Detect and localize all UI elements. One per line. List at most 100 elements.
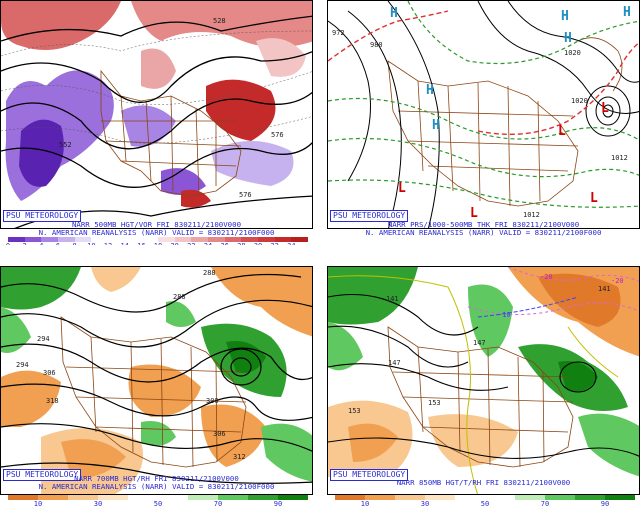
isobar-label: 972 xyxy=(332,29,345,37)
colorbar-tick-label: 12 xyxy=(104,242,112,245)
colorbar-swatch xyxy=(68,495,98,500)
colorbar-swatch xyxy=(248,495,278,500)
high-pressure-marker: H xyxy=(561,9,569,24)
colorbar-swatch xyxy=(158,495,188,500)
colorbar-tick-label: 2 xyxy=(23,242,27,245)
contour-label: 288 xyxy=(173,293,186,301)
contour-label: 294 xyxy=(37,335,50,343)
contour-label: 306 xyxy=(213,430,226,438)
contour-label: 318 xyxy=(46,397,59,405)
colorbar-swatch xyxy=(291,237,309,242)
contour-label: 576 xyxy=(271,131,284,139)
low-pressure-marker: L xyxy=(558,124,566,139)
colorbar-tick-label: 30 xyxy=(420,500,430,508)
psu-badge: PSU METEOROLOGY xyxy=(330,210,409,222)
colorbar-swatch xyxy=(38,495,68,500)
high-pressure-marker: H xyxy=(623,5,631,20)
contour-label: 528 xyxy=(213,17,226,25)
colorbar-tick-label: 20 xyxy=(170,242,178,245)
colorbar-tick-label: 8 xyxy=(73,242,77,245)
colorbar-tick-label: 14 xyxy=(120,242,128,245)
low-pressure-marker: L xyxy=(601,101,609,116)
map-pressure-thickness: 972 980 1020 1020 1012 1012 H H H H H H … xyxy=(327,0,640,229)
high-pressure-marker: H xyxy=(390,6,398,21)
contour-label: 552 xyxy=(59,141,72,149)
temperature-label: -20 xyxy=(611,277,624,285)
colorbar-swatch xyxy=(218,495,248,500)
panel-title: NARR 500MB HGT/VOR FRI 830211/2100V000 xyxy=(71,220,242,229)
colorbar-swatch xyxy=(41,237,59,242)
contour-label: 147 xyxy=(473,339,486,347)
colorbar-tick-label: 18 xyxy=(154,242,162,245)
colorbar-tick-label: 90 xyxy=(273,500,283,508)
colorbar-swatch xyxy=(278,495,308,500)
isobar-label: 1020 xyxy=(564,49,581,57)
colorbar-swatch xyxy=(108,237,125,242)
colorbar-swatch xyxy=(258,237,275,242)
colorbar-tick-label: 16 xyxy=(137,242,145,245)
colorbar-tick-label: 4 xyxy=(39,242,43,245)
low-pressure-marker: L xyxy=(398,181,406,196)
panel-title: NARR 850MB HGT/T/RH FRI 830211/2100V000 xyxy=(396,478,571,487)
panel-850mb: 141 147 147 141 153 153 -10 -20 -20 PSU … xyxy=(327,266,640,511)
colorbar-swatch xyxy=(224,237,242,242)
colorbar-tick-label: 30 xyxy=(93,500,103,508)
map-pressure-graphic xyxy=(328,1,639,228)
colorbar-swatch xyxy=(395,495,425,500)
psu-badge: PSU METEOROLOGY xyxy=(3,469,82,481)
colorbar-swatch xyxy=(365,495,395,500)
colorbar-vorticity: 0246810121416182022242628303234 xyxy=(0,237,313,245)
map-700mb-graphic xyxy=(1,267,312,494)
colorbar-swatch xyxy=(455,495,485,500)
isobar-label: 980 xyxy=(370,41,383,49)
contour-label: 294 xyxy=(16,361,29,369)
panel-title: NARR PRS/1000-500MB THK FRI 830211/2100V… xyxy=(387,220,580,229)
colorbar-tick-label: 22 xyxy=(187,242,195,245)
contour-label: 288 xyxy=(203,269,216,277)
colorbar-swatch xyxy=(485,495,515,500)
colorbar-swatch xyxy=(58,237,75,242)
panel-subtitle: N. AMERICAN REANALYSIS (NARR) VALID = 83… xyxy=(38,482,275,491)
colorbar-swatch xyxy=(274,237,292,242)
temperature-label: -10 xyxy=(498,311,511,319)
colorbar-swatch xyxy=(74,237,92,242)
colorbar-tick-label: 10 xyxy=(87,242,95,245)
map-500mb: 528 576 552 576 PSU METEOROLOGY xyxy=(0,0,313,229)
colorbar-tick-label: 30 xyxy=(254,242,262,245)
colorbar-swatch xyxy=(141,237,159,242)
colorbar-tick-label: 50 xyxy=(480,500,490,508)
colorbar-tick-label: 90 xyxy=(600,500,610,508)
colorbar-tick-label: 28 xyxy=(237,242,245,245)
contour-label: 141 xyxy=(386,295,399,303)
colorbar-swatch xyxy=(91,237,109,242)
colorbar-tick-label: 26 xyxy=(220,242,228,245)
colorbar-swatch xyxy=(208,237,225,242)
colorbar-tick-label: 10 xyxy=(360,500,370,508)
contour-label: 141 xyxy=(598,285,611,293)
colorbar-swatch xyxy=(98,495,128,500)
contour-label: 300 xyxy=(206,397,219,405)
map-850mb: 141 147 147 141 153 153 -10 -20 -20 PSU … xyxy=(327,266,640,495)
colorbar-swatch xyxy=(605,495,635,500)
colorbar-tick-label: 24 xyxy=(204,242,212,245)
colorbar-tick-label: 70 xyxy=(213,500,223,508)
colorbar-swatch xyxy=(8,237,25,242)
psu-badge: PSU METEOROLOGY xyxy=(3,210,82,222)
contour-label: 147 xyxy=(388,359,401,367)
colorbar-tick-label: 0 xyxy=(6,242,10,245)
colorbar-tick-label: 34 xyxy=(287,242,295,245)
colorbar-swatch xyxy=(515,495,545,500)
colorbar-swatch xyxy=(545,495,575,500)
colorbar-swatch xyxy=(241,237,259,242)
high-pressure-marker: H xyxy=(564,31,572,46)
panel-pressure-thickness: 972 980 1020 1020 1012 1012 H H H H H H … xyxy=(327,0,640,245)
colorbar-swatch xyxy=(425,495,455,500)
temperature-label: -20 xyxy=(540,273,553,281)
contour-label: 576 xyxy=(239,191,252,199)
colorbar-swatch xyxy=(188,495,218,500)
low-pressure-marker: L xyxy=(590,191,598,206)
colorbar-swatch xyxy=(335,495,365,500)
colorbar-rh: 10 30 50 70 90 xyxy=(327,495,640,508)
isobar-label: 1012 xyxy=(611,154,628,162)
psu-badge: PSU METEOROLOGY xyxy=(330,469,409,481)
